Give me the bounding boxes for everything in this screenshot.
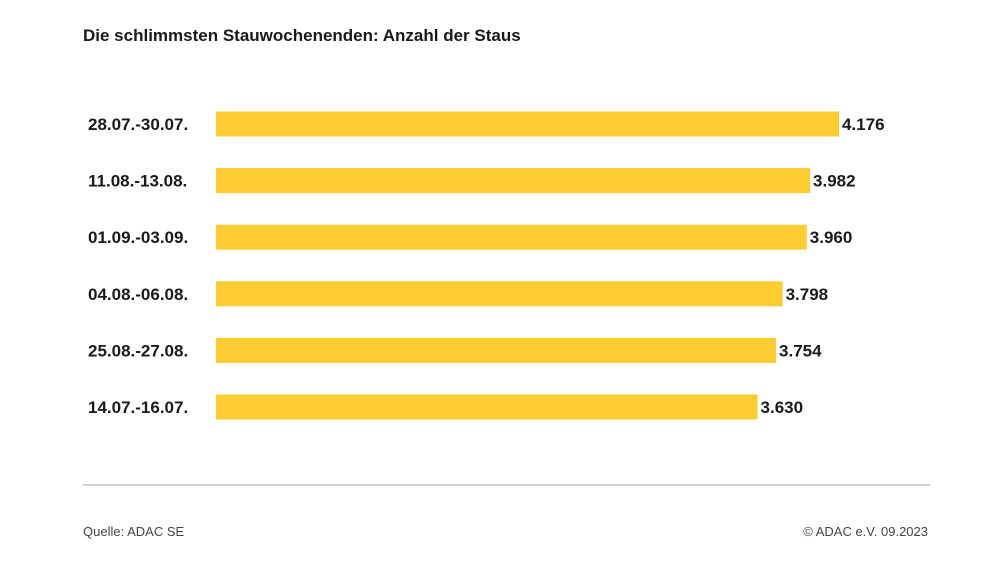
bar xyxy=(216,281,783,307)
bar xyxy=(216,224,807,250)
bar xyxy=(216,394,758,420)
bar xyxy=(216,111,839,137)
category-label: 28.07.-30.07. xyxy=(88,115,188,134)
value-label: 4.176 xyxy=(842,115,885,134)
divider xyxy=(83,484,930,486)
category-label: 01.09.-03.09. xyxy=(88,228,188,247)
chart-title: Die schlimmsten Stauwochenenden: Anzahl … xyxy=(83,26,521,45)
category-label: 14.07.-16.07. xyxy=(88,398,188,417)
category-label: 25.08.-27.08. xyxy=(88,341,188,360)
bar xyxy=(216,168,811,194)
category-label: 11.08.-13.08. xyxy=(88,172,187,191)
bar-chart: 28.07.-30.07. 4.176 11.08.-13.08. 3.982 01.0… xyxy=(88,111,885,420)
value-label: 3.754 xyxy=(779,341,822,360)
value-label: 3.798 xyxy=(786,285,829,304)
copyright-note: © ADAC e.V. 09.2023 xyxy=(803,524,928,539)
value-label: 3.630 xyxy=(761,398,804,417)
category-label: 04.08.-06.08. xyxy=(88,285,188,304)
value-label: 3.960 xyxy=(810,228,853,247)
value-label: 3.982 xyxy=(813,172,856,191)
source-note: Quelle: ADAC SE xyxy=(83,524,185,539)
bar xyxy=(216,337,777,363)
